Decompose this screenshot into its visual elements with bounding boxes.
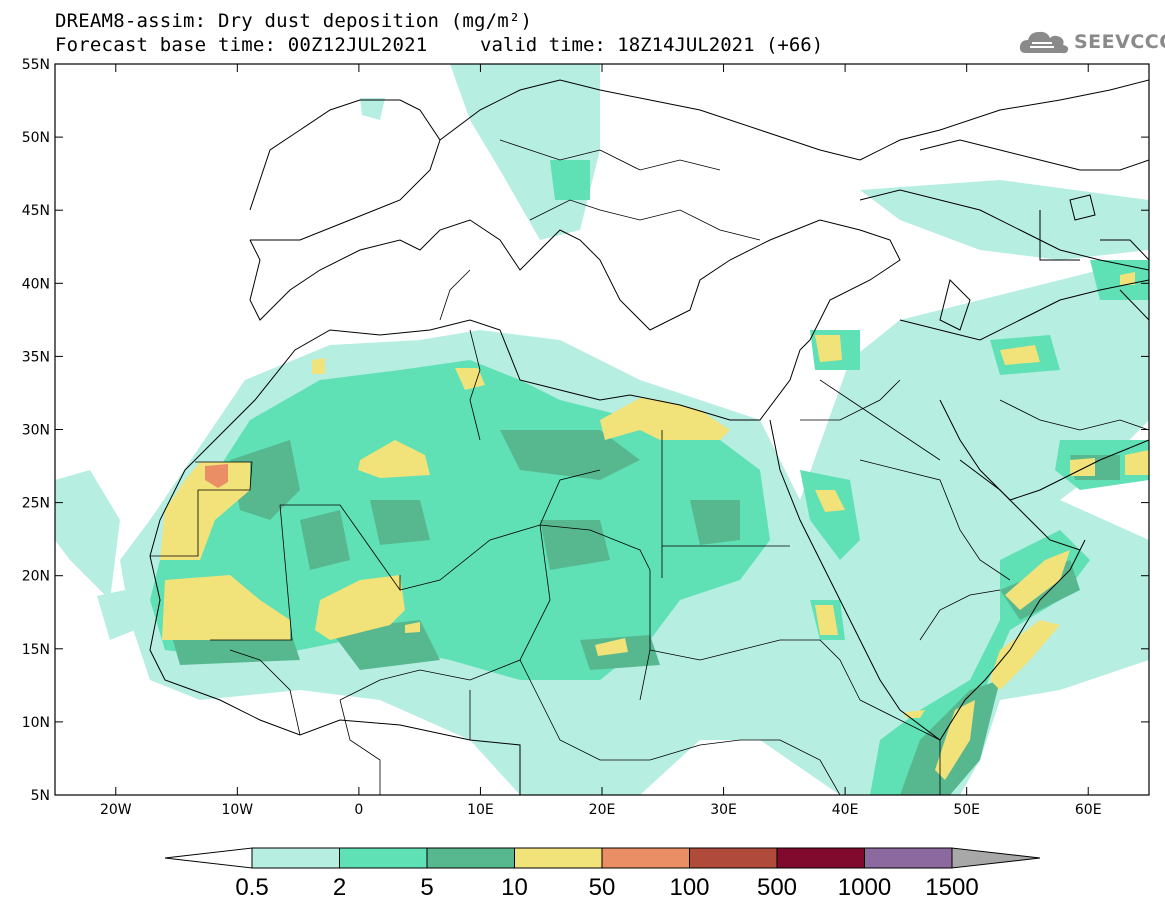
lat-tick-label: 10N	[22, 715, 50, 731]
lat-tick-label: 30N	[22, 423, 50, 439]
cloud-icon	[1019, 31, 1069, 54]
lat-tick-label: 5N	[31, 788, 50, 804]
longitude-axis: 20W 10W 0 10E 20E 30E 40E 50E 60E	[100, 64, 1102, 818]
colorbar-swatch	[776, 847, 865, 869]
lon-tick-label: 0	[354, 802, 363, 818]
valid-time: valid time: 18Z14JUL2021 (+66)	[480, 34, 824, 56]
colorbar-label: 5	[420, 874, 433, 901]
colorbar-label: 50	[589, 874, 616, 901]
logo-text: SEEVCCC	[1074, 31, 1165, 53]
colorbar-swatch	[601, 847, 690, 869]
latitude-axis: 55N 50N 45N 40N 35N 30N 25N 20N 15N 10N 5N	[22, 57, 1149, 804]
colorbar-over-triangle	[951, 847, 1041, 869]
lat-tick-label: 55N	[22, 57, 50, 73]
colorbar-label: 100	[669, 874, 709, 901]
lon-tick-label: 40E	[832, 802, 859, 818]
colorbar-swatch	[864, 847, 953, 869]
lon-tick-label: 20W	[100, 802, 132, 818]
colorbar-label: 2	[333, 874, 346, 901]
map-title: DREAM8-assim: Dry dust deposition (mg/m²…	[55, 10, 533, 32]
colorbar-swatch	[514, 847, 603, 869]
colorbar-swatch	[426, 847, 515, 869]
lon-tick-label: 60E	[1075, 802, 1102, 818]
lat-tick-label: 45N	[22, 203, 50, 219]
colorbar-swatch	[251, 847, 340, 869]
contour-level-50	[205, 464, 228, 488]
coastlines	[149, 79, 1149, 795]
lat-tick-label: 25N	[22, 496, 50, 512]
lat-tick-label: 15N	[22, 642, 50, 658]
colorbar-under-triangle	[164, 847, 253, 869]
seevccc-logo: SEEVCCC	[1018, 26, 1165, 58]
colorbar-label: 1000	[838, 874, 891, 901]
colorbar-label: 1500	[925, 874, 978, 901]
colorbar-label: 10	[501, 874, 528, 901]
lat-tick-label: 40N	[22, 276, 50, 292]
lat-tick-label: 35N	[22, 349, 50, 365]
lon-tick-label: 30E	[710, 802, 737, 818]
colorbar-swatch	[689, 847, 778, 869]
colorbar-swatch	[339, 847, 428, 869]
colorbar-label: 0.5	[235, 874, 268, 901]
lon-tick-label: 10E	[467, 802, 494, 818]
lon-tick-label: 10W	[221, 802, 253, 818]
lon-tick-label: 50E	[953, 802, 980, 818]
lon-tick-label: 20E	[589, 802, 616, 818]
colorbar-label: 500	[757, 874, 797, 901]
lat-tick-label: 50N	[22, 130, 50, 146]
forecast-base-time: Forecast base time: 00Z12JUL2021	[55, 34, 428, 56]
colorbar: 0.5 2 5 10 50 100 500 1000 1500	[164, 847, 1041, 901]
lat-tick-label: 20N	[22, 569, 50, 585]
dust-field	[55, 64, 1149, 795]
country-borders	[150, 139, 1149, 795]
